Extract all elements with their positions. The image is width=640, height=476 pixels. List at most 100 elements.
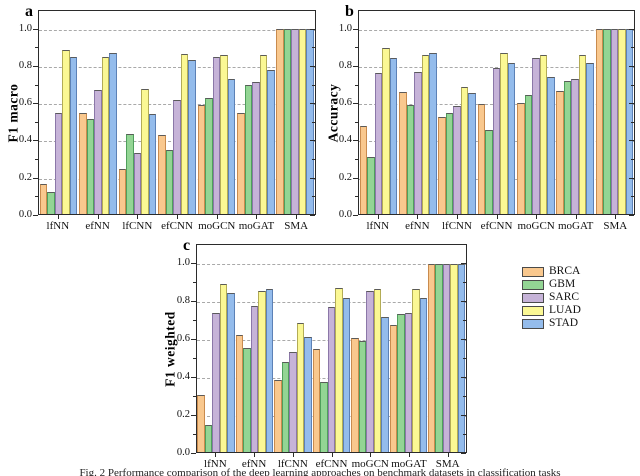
bar-BRCA-SMA xyxy=(276,29,284,214)
y-axis-tick xyxy=(312,47,315,49)
y-axis-title-a: F1 macro xyxy=(5,83,20,142)
y-axis-tick xyxy=(193,358,196,359)
y-axis-tick xyxy=(33,65,38,67)
y-axis-tick xyxy=(353,28,358,30)
bar-BRCA-moGCN xyxy=(351,338,359,452)
bar-GBM-moGAT xyxy=(563,81,572,214)
y-axis-tick xyxy=(312,84,315,86)
y-tick-label: 0.4 xyxy=(176,371,190,382)
x-category-labels: lfNN efNN lfCNN efCNN moGCN moGAT SMA xyxy=(38,220,316,232)
bar-GBM-lfCNN xyxy=(126,133,134,214)
x-tick-label-efNN: efNN xyxy=(85,220,110,232)
x-axis-tick xyxy=(216,215,218,219)
bar-BRCA-moGAT xyxy=(237,113,245,214)
y-axis-tick xyxy=(629,140,634,142)
x-axis-tick xyxy=(137,215,139,219)
x-tick-label-efCNN: efCNN xyxy=(480,220,513,232)
bar-group-moGCN xyxy=(197,11,236,214)
gridline xyxy=(39,29,315,31)
bar-SARC-efCNN xyxy=(173,99,181,214)
bar-group-efCNN xyxy=(477,11,516,214)
bar-LUAD-moGAT xyxy=(259,55,268,214)
bar-STAD-efCNN xyxy=(342,297,351,452)
y-axis-tick xyxy=(355,159,358,161)
x-category-labels: lfNN efNN lfCNN efCNN moGCN moGAT SMA xyxy=(196,458,467,470)
bar-BRCA-moGAT xyxy=(556,91,564,214)
bar-BRCA-moGCN xyxy=(517,103,525,214)
y-axis-tick xyxy=(631,47,634,49)
x-tick-label-efCNN: efCNN xyxy=(315,458,348,470)
bar-BRCA-efCNN xyxy=(312,348,321,452)
bar-group-moGAT xyxy=(389,245,428,452)
bar-STAD-efCNN xyxy=(507,62,516,214)
bar-BRCA-SMA xyxy=(427,263,436,452)
bar-BRCA-moGCN xyxy=(197,105,206,214)
gridline xyxy=(39,66,315,68)
y-tick-label: 1.0 xyxy=(18,22,32,34)
panel-c-plot xyxy=(196,244,467,453)
bar-GBM-lfNN xyxy=(47,191,55,214)
legend: BRCA GBM SARC LUAD STAD xyxy=(522,265,581,330)
y-axis-tick xyxy=(461,301,466,302)
y-axis-tick xyxy=(310,28,315,30)
legend-entry-SARC: SARC xyxy=(522,291,581,304)
x-tick-label-lfNN: lfNN xyxy=(366,220,390,232)
x-axis-tick xyxy=(370,453,372,457)
y-axis-tick xyxy=(33,177,38,179)
x-axis-tick xyxy=(97,215,99,219)
y-tick-label: 0.0 xyxy=(18,209,32,220)
bar-GBM-SMA xyxy=(435,263,443,452)
x-tick-label-moGAT: moGAT xyxy=(238,220,275,232)
bar-STAD-lfNN xyxy=(227,293,235,452)
x-axis-tick xyxy=(57,215,59,219)
y-axis-tick xyxy=(312,196,315,198)
bar-STAD-lfCNN xyxy=(468,93,476,214)
y-tick-label: 0.8 xyxy=(338,59,352,71)
bar-LUAD-moGAT xyxy=(578,55,587,214)
y-tick-label: 0.6 xyxy=(338,97,352,109)
bar-LUAD-SMA xyxy=(298,29,307,214)
bar-STAD-moGAT xyxy=(419,297,428,452)
x-tick-label-moGCN: moGCN xyxy=(517,220,555,232)
y-tick-label: 1.0 xyxy=(176,257,190,268)
legend-swatch-LUAD xyxy=(522,305,544,316)
bar-SARC-moGCN xyxy=(366,291,374,452)
bar-groups xyxy=(359,11,634,214)
bar-group-efNN xyxy=(398,11,437,214)
legend-swatch-STAD xyxy=(522,318,544,329)
y-axis-tick xyxy=(310,140,315,142)
y-tick-label: 0.2 xyxy=(18,171,32,183)
bar-GBM-moGAT xyxy=(244,84,253,214)
bar-STAD-moGCN xyxy=(547,77,555,214)
y-axis-tick xyxy=(353,215,358,216)
legend-swatch-SARC xyxy=(522,292,544,303)
x-axis-tick xyxy=(615,215,617,219)
y-tick-label: 0.8 xyxy=(176,295,190,306)
bar-STAD-lfNN xyxy=(69,57,78,214)
y-axis-tick xyxy=(629,103,634,105)
y-tick-label: 0.6 xyxy=(18,97,32,109)
bar-STAD-lfNN xyxy=(389,58,398,214)
bar-SARC-efNN xyxy=(414,71,422,214)
x-axis-tick xyxy=(496,215,498,219)
y-axis-tick xyxy=(191,301,196,302)
bar-SARC-lfNN xyxy=(374,72,383,214)
bar-LUAD-moGAT xyxy=(412,289,420,452)
y-axis-tick xyxy=(631,121,634,123)
x-tick-label-moGCN: moGCN xyxy=(198,220,236,232)
bar-GBM-moGCN xyxy=(358,340,367,452)
y-axis-tick xyxy=(310,103,315,105)
panel-letter-c: c xyxy=(183,237,191,254)
bar-STAD-moGCN xyxy=(381,316,389,452)
bar-LUAD-moGCN xyxy=(539,55,548,214)
bar-STAD-moGAT xyxy=(267,70,275,214)
legend-entry-STAD: STAD xyxy=(522,317,581,330)
x-tick-label-lfCNN: lfCNN xyxy=(277,458,308,470)
y-axis-title-c: F1 weighted xyxy=(162,310,177,387)
y-axis-tick xyxy=(461,339,466,340)
bar-group-lfCNN xyxy=(438,11,477,214)
bar-GBM-efCNN xyxy=(165,150,174,214)
y-axis-tick xyxy=(355,196,358,198)
bar-GBM-SMA xyxy=(603,29,611,214)
bar-LUAD-lfCNN xyxy=(141,88,149,214)
